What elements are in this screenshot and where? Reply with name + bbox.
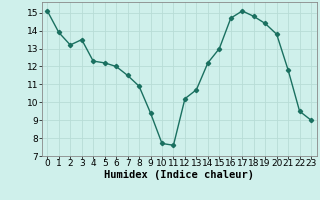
X-axis label: Humidex (Indice chaleur): Humidex (Indice chaleur) — [104, 170, 254, 180]
